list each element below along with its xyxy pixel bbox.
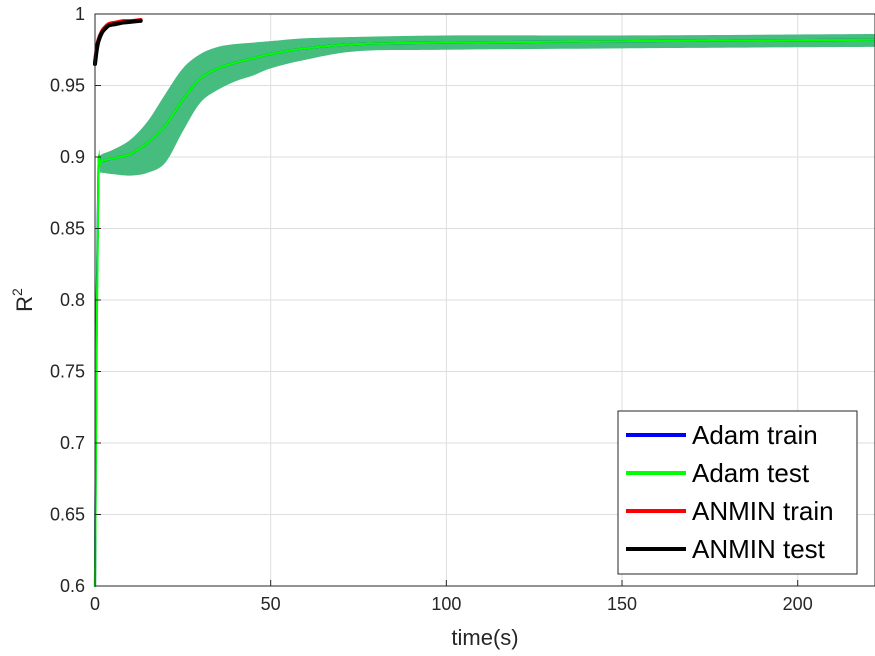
series-line-1: [93, 38, 875, 588]
series-lines: [93, 18, 875, 588]
legend-label: Adam train: [692, 420, 818, 450]
x-tick-label: 50: [261, 594, 281, 614]
y-tick-label: 0.6: [60, 576, 85, 596]
y-tick-label: 0.85: [50, 219, 85, 239]
y-tick-label: 0.95: [50, 76, 85, 96]
y-tick-label: 0.7: [60, 433, 85, 453]
confidence-bands: [95, 34, 875, 586]
y-tick-label: 1: [75, 4, 85, 24]
x-tick-label: 150: [607, 594, 637, 614]
legend-label: ANMIN test: [692, 534, 826, 564]
x-tick-label: 200: [783, 594, 813, 614]
confidence-band: [95, 34, 875, 586]
y-tick-label: 0.8: [60, 290, 85, 310]
x-tick-label: 100: [431, 594, 461, 614]
y-axis-label: R2: [9, 288, 37, 312]
y-axis-label-base: R: [12, 296, 37, 312]
legend-label: Adam test: [692, 458, 810, 488]
y-tick-label: 0.75: [50, 362, 85, 382]
legend: Adam train Adam test ANMIN train ANMIN test: [617, 410, 858, 575]
y-axis-ticks: 0.6 0.65 0.7 0.75 0.8 0.85 0.9 0.95 1: [50, 4, 101, 596]
y-tick-label: 0.65: [50, 505, 85, 525]
x-tick-label: 0: [90, 594, 100, 614]
y-axis-label-superscript: 2: [9, 288, 25, 296]
legend-box: [617, 410, 858, 575]
legend-items: Adam train Adam test ANMIN train ANMIN test: [626, 420, 834, 564]
x-axis-label: time(s): [451, 625, 518, 650]
plot-area: [93, 13, 875, 588]
y-tick-label: 0.9: [60, 147, 85, 167]
legend-label: ANMIN train: [692, 496, 834, 526]
series-line-3: [93, 18, 143, 67]
x-axis-ticks: 0 50 100 150 200: [90, 580, 813, 614]
